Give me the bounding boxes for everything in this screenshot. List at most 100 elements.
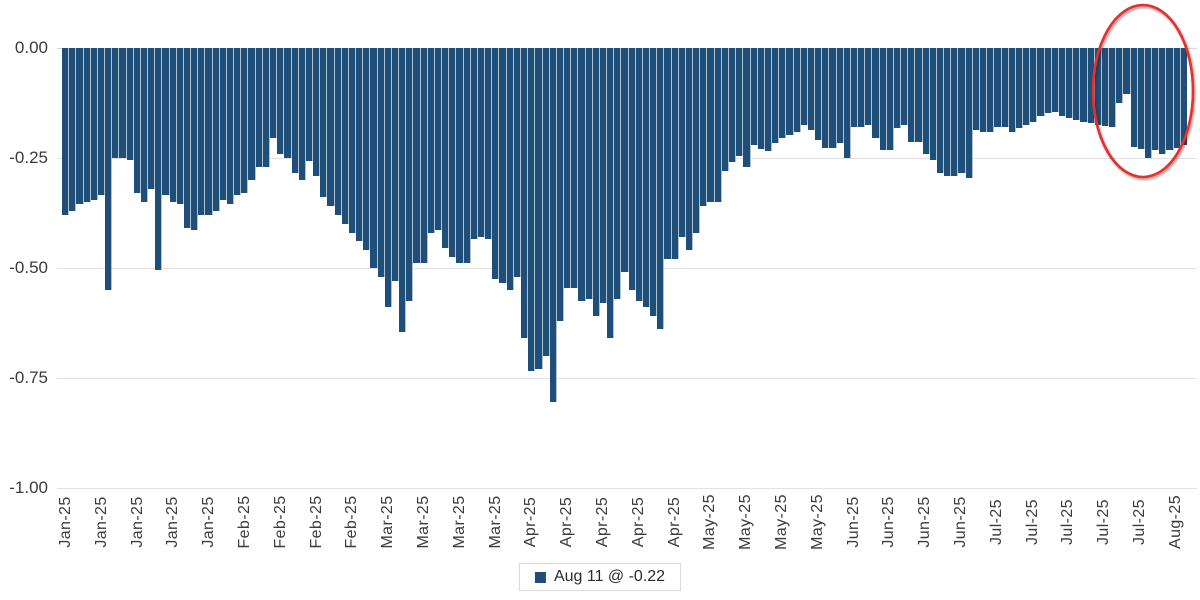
bar: [169, 48, 177, 202]
bar: [980, 48, 988, 132]
bar: [176, 48, 184, 204]
x-axis-tick-label: Feb-25: [271, 495, 289, 549]
bar: [1008, 48, 1016, 132]
bar: [779, 48, 787, 139]
gridline: [57, 377, 1197, 379]
bar: [241, 48, 249, 193]
bar: [269, 48, 278, 139]
bar: [671, 48, 679, 259]
bar: [198, 48, 206, 215]
x-axis-tick-label: Apr-25: [594, 496, 611, 548]
bar: [219, 48, 227, 200]
bar: [126, 48, 134, 161]
bar: [915, 48, 923, 142]
x-axis-tick-label: Mar-25: [450, 495, 468, 549]
bar: [642, 48, 651, 308]
bar: [477, 48, 486, 237]
bar: [578, 48, 586, 301]
bar: [1144, 48, 1153, 158]
bar: [829, 48, 837, 149]
bar: [714, 48, 722, 202]
bar: [786, 48, 794, 135]
bar: [420, 48, 428, 264]
bar: [69, 48, 77, 211]
bar: [1109, 48, 1117, 128]
bar: [341, 48, 349, 224]
bar: [1130, 48, 1138, 147]
bar: [987, 48, 995, 132]
x-axis-tick-label: Mar-25: [415, 495, 432, 549]
y-axis-tick-label: -1.00: [9, 477, 48, 497]
bar: [133, 48, 141, 193]
bar: [542, 48, 550, 356]
bar: [936, 48, 945, 174]
bar: [456, 48, 464, 264]
bar: [893, 48, 902, 128]
bar: [234, 48, 242, 196]
bar: [513, 48, 521, 277]
bar: [764, 48, 773, 152]
x-axis-tick-label: Mar-25: [486, 495, 504, 549]
bar: [1094, 48, 1102, 125]
bar: [815, 48, 823, 141]
bar: [76, 48, 84, 204]
bar: [463, 48, 471, 264]
bar: [305, 48, 314, 162]
bar: [965, 48, 973, 178]
bar: [564, 48, 572, 288]
bar: [183, 48, 192, 229]
bar: [112, 48, 120, 158]
bar: [685, 48, 694, 251]
bar: [348, 48, 357, 233]
bar: [105, 48, 113, 290]
bar: [635, 48, 643, 301]
bar: [528, 48, 536, 371]
x-axis-tick-label: Jan-25: [92, 496, 110, 548]
bar: [879, 48, 887, 150]
bar: [298, 48, 306, 180]
x-axis-tick-label: Feb-25: [307, 495, 325, 549]
bar: [750, 48, 758, 145]
bar: [1159, 48, 1167, 154]
bar: [872, 48, 880, 139]
bar: [399, 48, 407, 332]
bar: [506, 48, 514, 290]
bar: [377, 48, 385, 277]
bar: [1173, 48, 1181, 148]
bar: [434, 48, 443, 231]
bar: [1044, 48, 1052, 113]
bar: [62, 48, 70, 215]
bar: [972, 48, 980, 130]
bar: [1066, 48, 1074, 118]
bar: [800, 48, 808, 125]
bar: [772, 48, 780, 143]
bar: [664, 48, 672, 259]
bar: [901, 48, 909, 125]
x-axis-tick-label: Feb-25: [343, 495, 361, 549]
bar: [886, 48, 894, 150]
x-axis-tick-label: Jul-25: [1095, 499, 1113, 545]
bar: [148, 48, 156, 189]
bar: [736, 48, 744, 156]
bar: [291, 48, 299, 174]
x-axis-tick-label: May-25: [773, 494, 790, 550]
bar: [822, 48, 830, 149]
bar: [90, 48, 98, 200]
x-axis-tick-label: Jul-25: [1059, 499, 1077, 545]
legend-label: Aug 11 @ -0.22: [553, 568, 666, 585]
bar: [657, 48, 665, 330]
bar: [865, 48, 873, 125]
bar: [492, 48, 500, 279]
x-axis-tick-label: Jun-25: [916, 496, 934, 548]
x-axis-tick-label: Apr-25: [629, 496, 647, 548]
bar: [327, 48, 335, 207]
bar: [1001, 48, 1009, 128]
bar: [650, 48, 658, 317]
bar: [140, 48, 149, 202]
bar: [850, 48, 859, 128]
bar: [449, 48, 457, 257]
x-axis-tick-label: May-25: [737, 494, 755, 550]
bar: [384, 48, 392, 308]
bar: [728, 48, 737, 163]
bar: [1030, 48, 1038, 122]
